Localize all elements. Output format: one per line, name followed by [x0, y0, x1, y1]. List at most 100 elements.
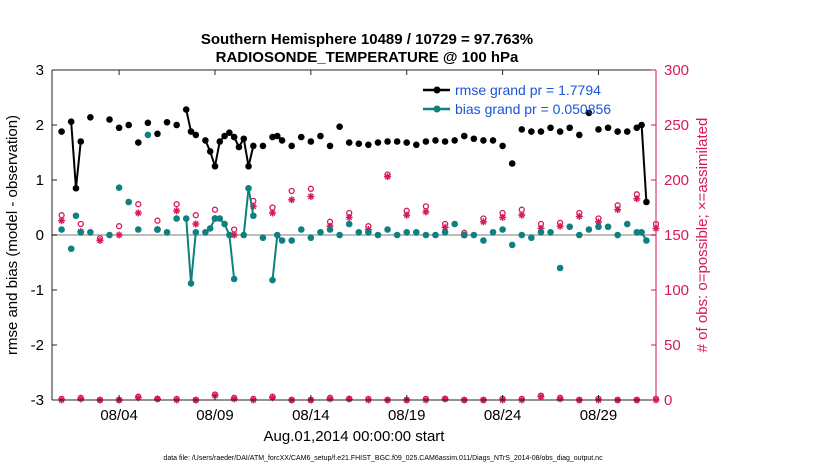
- bias-point: [125, 198, 132, 206]
- obs-assimilated-point: [345, 395, 353, 403]
- bias-segment: [228, 234, 236, 280]
- bias-point: [355, 228, 363, 236]
- rmse-point: [278, 137, 286, 144]
- rmse-point: [556, 128, 564, 135]
- bias-point: [643, 237, 650, 244]
- obs-assimilated-point: [422, 208, 430, 216]
- rmse-point: [202, 137, 209, 144]
- y-left-tick-label: -2: [31, 337, 44, 354]
- rmse-point: [576, 131, 583, 139]
- bias-point: [192, 228, 200, 236]
- rmse-point: [441, 138, 449, 145]
- bias-point: [58, 226, 65, 233]
- bias-point: [460, 231, 468, 239]
- rmse-segment: [247, 145, 255, 167]
- rmse-point: [460, 132, 468, 140]
- rmse-point: [77, 138, 85, 145]
- bias-point: [470, 231, 478, 239]
- bias-point: [614, 231, 621, 239]
- bias-point: [206, 225, 214, 232]
- rmse-point: [182, 106, 190, 113]
- bias-point: [154, 226, 161, 233]
- rmse-segment: [242, 138, 250, 167]
- rmse-point: [633, 124, 641, 132]
- y-left-tick-label: -3: [31, 392, 44, 409]
- obs-possible-point: [135, 201, 142, 208]
- obs-assimilated-point: [556, 395, 564, 403]
- bias-point: [556, 264, 564, 272]
- rmse-point: [355, 140, 363, 147]
- bias-segment: [190, 232, 197, 284]
- bias-point: [173, 215, 180, 222]
- y-left-tick-label: 3: [36, 62, 44, 79]
- obs-assimilated-point: [345, 213, 353, 221]
- rmse-segment: [214, 141, 221, 167]
- legend-rmse-label: rmse grand pr = 1.7794: [455, 82, 601, 98]
- obs-assimilated-point: [77, 395, 85, 403]
- bias-point: [144, 131, 152, 139]
- bias-point: [547, 228, 554, 236]
- rmse-segment: [640, 124, 648, 203]
- rmse-point: [623, 128, 631, 135]
- rmse-point: [365, 141, 372, 149]
- rmse-point: [451, 137, 458, 144]
- x-axis-label: Aug.01,2014 00:00:00 start: [264, 428, 446, 445]
- rmse-point: [245, 162, 252, 170]
- obs-assimilated-point: [153, 395, 161, 403]
- obs-assimilated-point: [115, 231, 123, 239]
- obs-possible-point: [77, 220, 84, 228]
- obs-possible-point: [211, 206, 219, 213]
- bias-point: [336, 231, 343, 239]
- bias-point: [451, 220, 458, 228]
- rmse-point: [595, 126, 602, 133]
- legend-bias-label: bias grand pr = 0.050856: [455, 101, 611, 117]
- rmse-point: [67, 118, 75, 125]
- rmse-point: [125, 121, 132, 129]
- bias-point: [221, 220, 228, 228]
- rmse-point: [58, 128, 65, 135]
- bias-point: [633, 228, 641, 236]
- bias-point: [537, 228, 545, 236]
- rmse-point: [528, 128, 535, 135]
- bias-point: [216, 215, 224, 222]
- rmse-point: [221, 132, 228, 140]
- legend: rmse grand pr = 1.7794 bias grand pr = 0…: [423, 82, 611, 117]
- bias-point: [288, 237, 295, 244]
- bias-point: [274, 231, 281, 239]
- bias-segment: [185, 218, 193, 284]
- y-right-tick-label: 0: [664, 392, 672, 409]
- axis-ticks: -3 -2 -1 0 1 2 3 0 50 100 150 200 250 300 08/04 08/09 08…: [31, 62, 689, 424]
- obs-possible-point: [307, 185, 315, 192]
- rmse-point: [384, 138, 391, 145]
- bias-point: [67, 245, 75, 253]
- rmse-point: [274, 132, 281, 140]
- bias-point: [480, 237, 487, 244]
- bias-point: [87, 228, 94, 236]
- rmse-point: [307, 138, 315, 145]
- bias-point: [250, 212, 257, 220]
- obs-assimilated-point: [269, 394, 277, 402]
- x-tick-label: 08/09: [196, 407, 234, 424]
- obs-assimilated-point: [499, 213, 507, 221]
- rmse-point: [115, 124, 123, 132]
- bias-segment: [242, 188, 250, 236]
- obs-assimilated-point: [614, 206, 622, 214]
- obs-assimilated-point: [384, 173, 392, 181]
- y-right-tick-label: 300: [664, 62, 689, 79]
- rmse-point: [422, 138, 430, 145]
- rmse-point: [259, 142, 267, 150]
- bias-point: [230, 275, 238, 283]
- y-right-tick-label: 250: [664, 117, 689, 134]
- rmse-point: [154, 130, 161, 138]
- bias-point: [576, 231, 583, 239]
- rmse-point: [499, 142, 506, 150]
- bias-point: [187, 280, 195, 287]
- obs-assimilated-point: [518, 211, 526, 219]
- rmse-segment: [70, 121, 77, 189]
- x-tick-label: 08/29: [580, 407, 618, 424]
- obs-assimilated-point: [307, 193, 315, 200]
- bias-point: [269, 276, 276, 284]
- obs-possible-point: [154, 217, 161, 224]
- y-left-tick-label: 0: [36, 227, 44, 244]
- bias-point: [245, 184, 252, 192]
